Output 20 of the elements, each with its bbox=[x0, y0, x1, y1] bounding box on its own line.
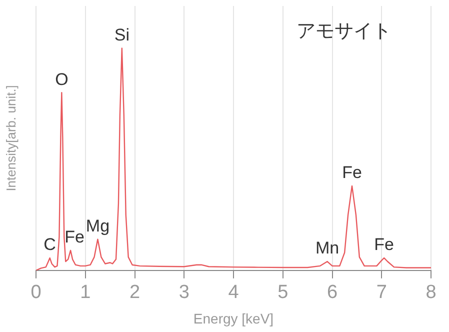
y-axis-title: Intensity[arb. unit.] bbox=[4, 85, 19, 192]
x-tick-label: 1 bbox=[80, 282, 91, 304]
annotation: Fe bbox=[342, 163, 362, 182]
annotation: Mn bbox=[316, 238, 340, 258]
x-axis-title: Energy [keV] bbox=[193, 310, 274, 326]
x-tick-label: 8 bbox=[426, 282, 436, 304]
x-tick-label: 6 bbox=[326, 282, 338, 304]
annotation: Fe bbox=[374, 235, 394, 254]
annotation: O bbox=[55, 70, 68, 89]
annotation: Fe bbox=[64, 228, 85, 247]
x-tick-label: 4 bbox=[228, 282, 240, 304]
x-tick-label: 0 bbox=[30, 282, 42, 304]
x-tick-label: 5 bbox=[278, 282, 288, 304]
annotation: C bbox=[44, 235, 56, 254]
text: アモサイト bbox=[296, 21, 392, 42]
x-tick-label: 2 bbox=[129, 282, 140, 304]
annotation: Si bbox=[114, 25, 130, 44]
annotation: Mg bbox=[86, 216, 110, 236]
x-tick-label: 7 bbox=[376, 282, 387, 304]
x-tick-label: 3 bbox=[178, 282, 190, 304]
